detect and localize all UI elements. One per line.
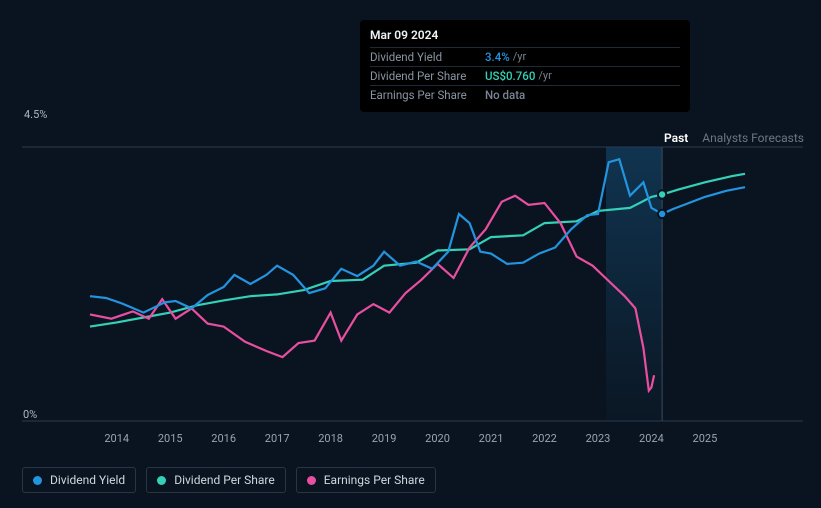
tooltip-value: US$0.760	[485, 69, 535, 83]
legend-item-dividend-yield[interactable]: Dividend Yield	[22, 467, 136, 493]
x-tick: 2021	[479, 432, 504, 445]
tab-past[interactable]: Past	[664, 131, 688, 145]
legend-dot	[307, 476, 316, 485]
tooltip-value: No data	[485, 88, 525, 102]
tooltip-value: 3.4%	[485, 50, 510, 64]
marker-dividend-yield	[658, 210, 666, 218]
legend-label: Dividend Per Share	[174, 473, 275, 487]
series-earnings-per-share	[90, 196, 654, 391]
tooltip-label: Dividend Yield	[370, 50, 485, 64]
marker-dividend-per-share	[658, 190, 666, 198]
tab-forecast[interactable]: Analysts Forecasts	[702, 131, 804, 145]
x-tick: 2017	[265, 432, 290, 445]
x-tick: 2020	[425, 432, 450, 445]
legend-dot	[33, 476, 42, 485]
y-axis-min-label: 0%	[23, 408, 37, 421]
tooltip-unit: /yr	[513, 50, 526, 64]
x-tick: 2018	[318, 432, 343, 445]
tooltip-label: Dividend Per Share	[370, 69, 485, 83]
x-tick: 2016	[211, 432, 236, 445]
legend-label: Dividend Yield	[50, 473, 125, 487]
x-tick: 2025	[693, 432, 718, 445]
tooltip-row: Dividend Yield3.4%/yr	[370, 47, 680, 66]
x-tick: 2014	[104, 432, 129, 445]
legend-label: Earnings Per Share	[324, 473, 425, 487]
legend-item-earnings-per-share[interactable]: Earnings Per Share	[296, 467, 436, 493]
x-tick: 2022	[532, 432, 557, 445]
legend-item-dividend-per-share[interactable]: Dividend Per Share	[146, 467, 286, 493]
chart-tooltip: Mar 09 2024 Dividend Yield3.4%/yrDividen…	[360, 20, 690, 112]
tooltip-row: Dividend Per ShareUS$0.760/yr	[370, 66, 680, 85]
y-axis-max-label: 4.5%	[24, 108, 47, 121]
chart-legend: Dividend Yield Dividend Per Share Earnings…	[22, 467, 436, 493]
x-tick: 2015	[158, 432, 183, 445]
x-tick: 2019	[372, 432, 397, 445]
x-tick: 2024	[639, 432, 664, 445]
x-tick: 2023	[586, 432, 611, 445]
chart-container: { "layout": { "width": 821, "height": 50…	[0, 0, 821, 508]
tooltip-label: Earnings Per Share	[370, 88, 485, 102]
view-tabs: Past Analysts Forecasts	[664, 131, 804, 145]
tooltip-row: Earnings Per ShareNo data	[370, 85, 680, 104]
tooltip-unit: /yr	[538, 69, 551, 83]
legend-dot	[157, 476, 166, 485]
tooltip-date: Mar 09 2024	[370, 28, 680, 42]
